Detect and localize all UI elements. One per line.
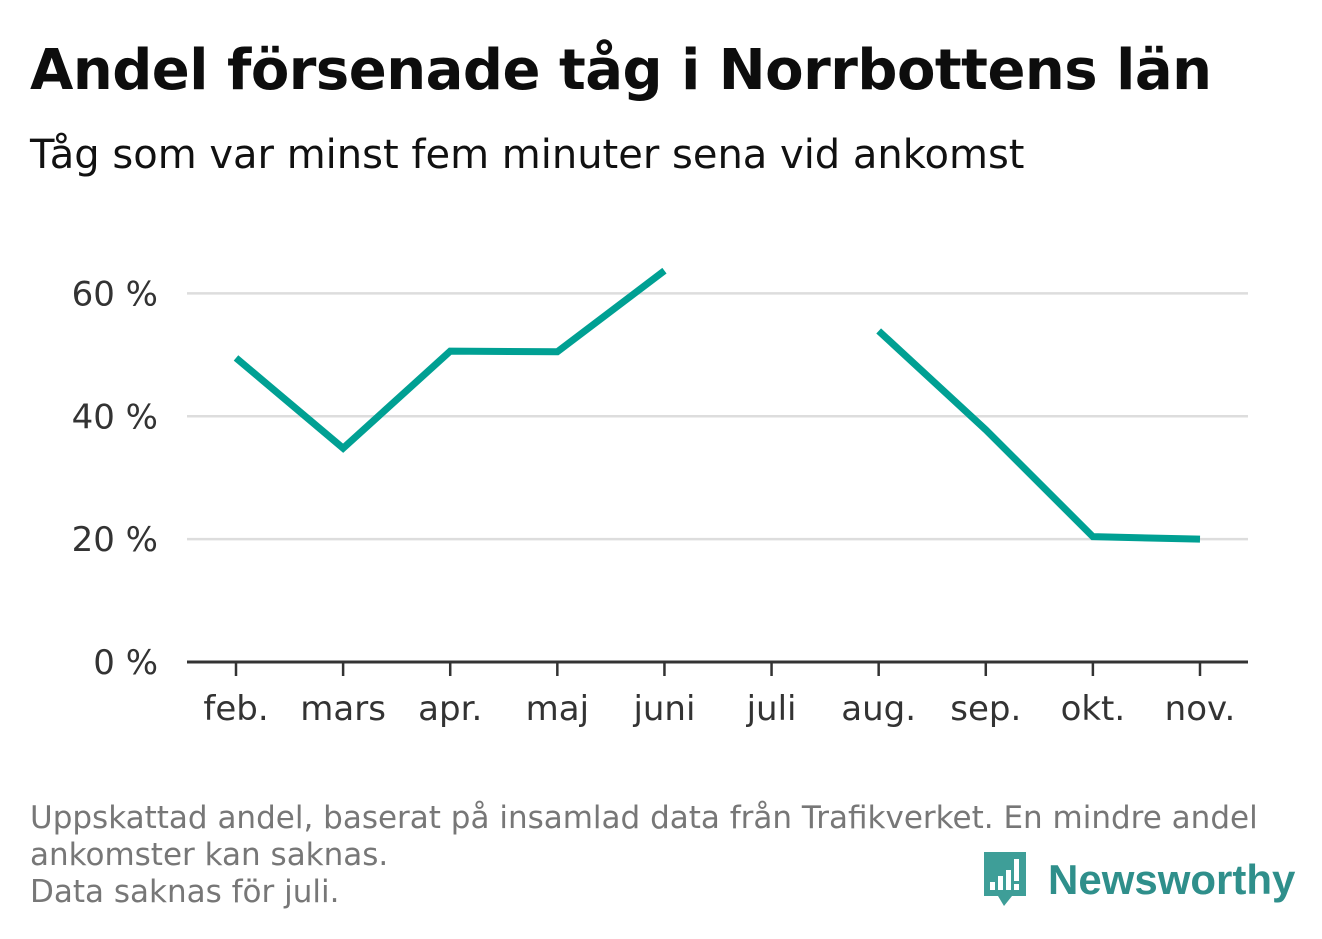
brand-name: Newsworthy <box>1048 856 1296 903</box>
chart-title: Andel försenade tåg i Norrbottens län <box>30 38 1212 103</box>
x-tick-label: juni <box>632 689 695 729</box>
x-tick-label: sep. <box>950 689 1021 729</box>
x-tick-label: okt. <box>1061 689 1126 729</box>
series-line <box>876 328 1201 543</box>
y-tick-label: 20 % <box>72 520 158 560</box>
source-note-line-3: Data saknas för juli. <box>30 874 340 910</box>
x-tick-label: aug. <box>841 689 916 729</box>
x-tick-label: mars <box>300 689 386 729</box>
series-line <box>233 267 667 453</box>
source-note-line-2: ankomster kan saknas. <box>30 837 389 873</box>
newsworthy-logo[interactable]: Newsworthy <box>980 850 1295 910</box>
x-tick-label: nov. <box>1165 689 1236 729</box>
x-tick-label: apr. <box>418 689 482 729</box>
chart-badge-icon <box>984 852 1026 906</box>
source-note-line-1: Uppskattad andel, baserat på insamlad da… <box>30 800 1258 836</box>
chart-subtitle: Tåg som var minst fem minuter sena vid a… <box>30 132 1025 178</box>
x-tick-label: juli <box>746 689 797 729</box>
x-tick-label: feb. <box>203 689 268 729</box>
y-tick-label: 40 % <box>72 397 158 437</box>
y-tick-label: 0 % <box>93 643 158 683</box>
source-note: Uppskattad andel, baserat på insamlad da… <box>30 800 1290 911</box>
x-tick-label: maj <box>526 689 589 729</box>
line-chart: 0 % 20 % 40 % 60 % feb. mars apr. maj juni juli au… <box>72 267 1248 729</box>
y-tick-label: 60 % <box>72 274 158 314</box>
